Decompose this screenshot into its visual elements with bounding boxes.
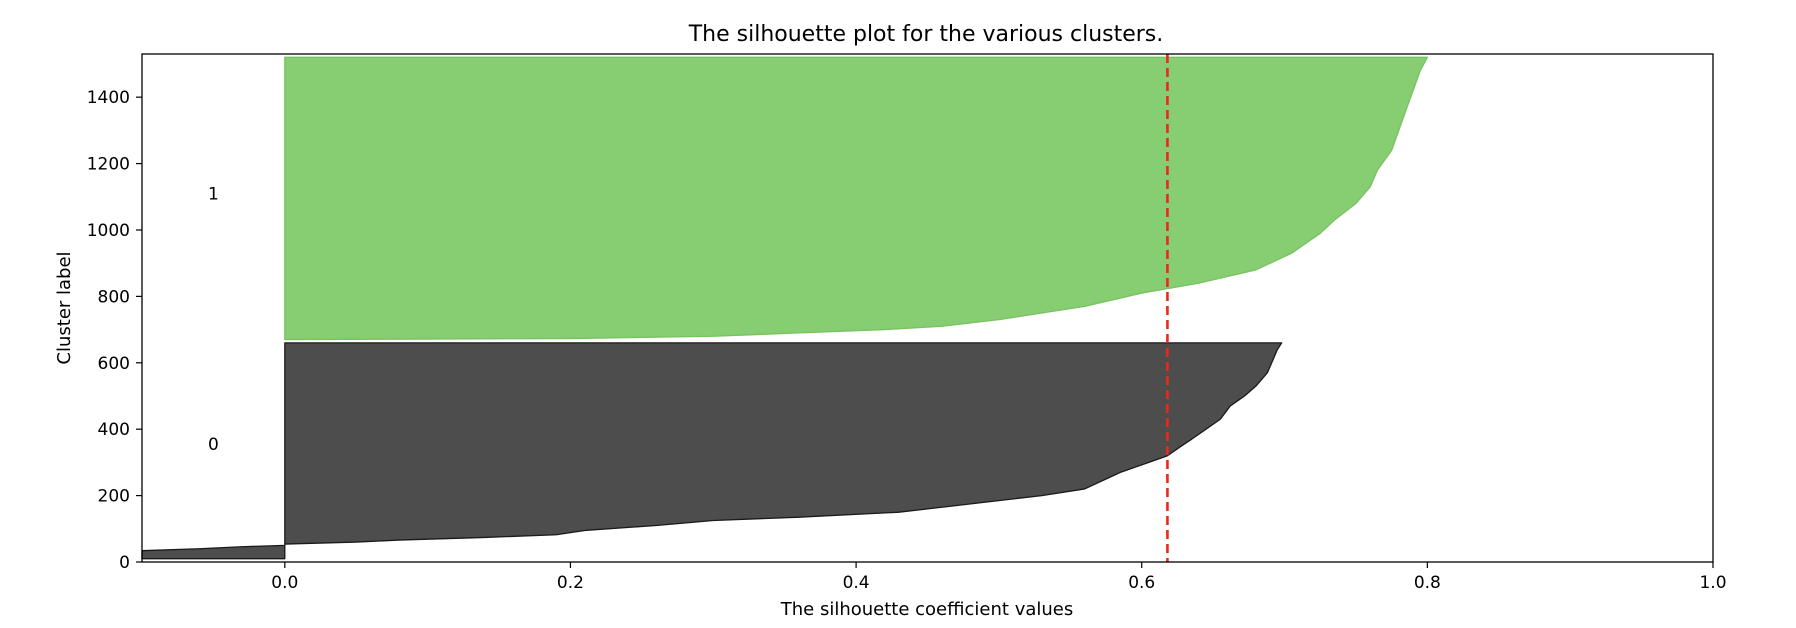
plot-area: 01 bbox=[141, 54, 1429, 562]
x-tick-label: 0.4 bbox=[843, 573, 870, 593]
y-axis-label: Cluster label bbox=[54, 251, 75, 364]
cluster-0-silhouette bbox=[141, 342, 1283, 560]
cluster-label-0: 0 bbox=[208, 435, 219, 455]
y-tick-label: 1200 bbox=[87, 155, 130, 175]
chart-title: The silhouette plot for the various clus… bbox=[688, 22, 1164, 47]
y-tick-label: 400 bbox=[98, 420, 130, 440]
x-axis-ticks: 0.0 0.2 0.4 0.6 0.8 1.0 bbox=[271, 562, 1727, 593]
cluster-1-silhouette bbox=[284, 56, 1429, 341]
x-tick-label: 0.2 bbox=[557, 573, 584, 593]
x-tick-label: 0.6 bbox=[1128, 573, 1155, 593]
cluster-label-1: 1 bbox=[208, 184, 219, 204]
x-tick-label: 0.8 bbox=[1414, 573, 1441, 593]
y-tick-label: 1000 bbox=[87, 221, 130, 241]
y-tick-label: 600 bbox=[98, 354, 130, 374]
axes-frame bbox=[141, 53, 1714, 563]
y-tick-label: 800 bbox=[98, 287, 130, 307]
y-tick-label: 1400 bbox=[87, 88, 130, 108]
x-axis-label: The silhouette coefficient values bbox=[780, 599, 1073, 620]
y-tick-label: 0 bbox=[119, 553, 130, 573]
y-tick-label: 200 bbox=[98, 487, 130, 507]
x-tick-label: 0.0 bbox=[271, 573, 298, 593]
y-axis-ticks: 0 200 400 600 800 1000 1200 1400 bbox=[87, 88, 142, 573]
x-tick-label: 1.0 bbox=[1699, 573, 1726, 593]
